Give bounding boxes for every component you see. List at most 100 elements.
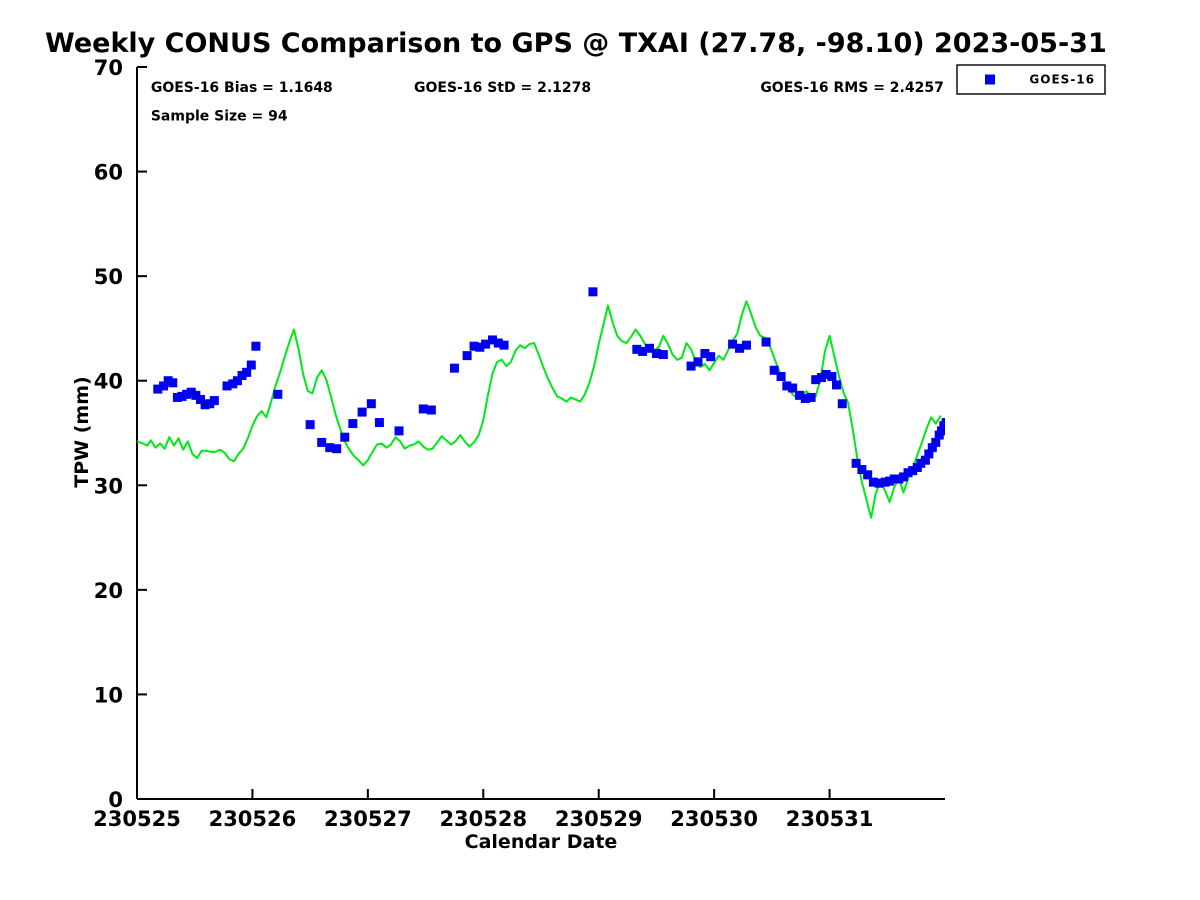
data-point-marker <box>159 381 169 391</box>
data-point-marker <box>273 389 283 399</box>
y-axis-title: TPW (mm) <box>71 376 93 487</box>
y-tick-label: 50 <box>94 265 123 289</box>
data-point-marker <box>168 378 178 388</box>
data-point-marker <box>177 391 187 401</box>
data-point-marker <box>880 477 890 487</box>
data-point-marker <box>863 470 873 480</box>
data-point-marker <box>816 373 826 383</box>
data-point-marker <box>885 476 895 486</box>
data-point-marker <box>191 390 201 400</box>
data-point-marker <box>806 392 816 402</box>
data-point-marker <box>700 349 710 359</box>
data-point-marker <box>894 474 904 484</box>
data-point-marker <box>924 449 934 459</box>
x-tick-label: 230526 <box>209 807 297 831</box>
data-point-marker <box>832 380 841 390</box>
y-tick-label: 40 <box>94 370 123 394</box>
data-point-marker <box>857 465 867 475</box>
data-point-marker <box>898 472 908 482</box>
data-point-marker <box>686 361 696 371</box>
data-point-marker <box>638 346 648 356</box>
data-point-marker <box>658 350 668 360</box>
data-point-marker <box>222 381 232 391</box>
data-point-marker <box>394 426 404 436</box>
data-point-marker <box>332 444 342 454</box>
data-point-marker <box>645 343 654 353</box>
data-point-marker <box>874 478 884 488</box>
data-point-marker <box>348 419 358 429</box>
data-point-marker <box>693 357 703 367</box>
x-tick-label: 230528 <box>439 807 527 831</box>
data-point-marker <box>374 418 384 428</box>
data-point-marker <box>426 405 436 415</box>
legend[interactable]: GOES-16 <box>956 64 1106 95</box>
legend-frame <box>956 64 1106 95</box>
data-point-marker <box>499 340 509 350</box>
data-point-marker <box>242 367 252 377</box>
data-point-marker <box>469 341 479 351</box>
data-point-marker <box>761 337 771 347</box>
legend-marker-goes-16 <box>985 74 995 85</box>
stat-annotation-sample-size: Sample Size = 94 <box>151 108 288 124</box>
data-point-marker <box>200 400 210 410</box>
x-tick-label: 230530 <box>670 807 758 831</box>
data-point-marker <box>246 360 256 370</box>
y-tick-label: 20 <box>94 579 123 603</box>
data-point-marker <box>851 458 861 468</box>
data-point-marker <box>228 379 238 389</box>
data-point-marker <box>493 338 503 348</box>
page-title: Weekly CONUS Comparison to GPS @ TXAI (2… <box>45 28 1107 59</box>
data-point-marker <box>195 395 205 405</box>
y-tick-label: 10 <box>94 683 123 707</box>
data-point-marker <box>632 344 642 354</box>
data-point-marker <box>449 363 459 373</box>
data-point-marker <box>769 365 779 375</box>
data-point-marker <box>205 399 215 409</box>
data-point-marker <box>916 458 926 468</box>
plot-area: 0 10 20 30 40 50 60 70 230525 230526 230527 230528 2… <box>93 56 945 831</box>
goes16-marker-series <box>153 287 945 488</box>
data-point-marker <box>357 407 367 417</box>
data-point-marker <box>488 335 498 345</box>
y-tick-label: 0 <box>108 788 123 812</box>
data-point-marker <box>317 437 327 447</box>
x-tick-label: 230531 <box>786 807 874 831</box>
data-point-marker <box>941 418 945 428</box>
data-point-marker <box>325 443 335 453</box>
gps-line-series <box>137 300 942 519</box>
data-point-marker <box>251 341 261 351</box>
data-point-marker <box>237 370 247 380</box>
data-point-marker <box>475 342 485 352</box>
data-point-marker <box>366 399 376 409</box>
data-point-marker <box>651 349 661 359</box>
data-point-marker <box>811 375 821 385</box>
data-point-marker <box>800 393 810 403</box>
data-point-marker <box>741 340 751 350</box>
data-point-marker <box>788 383 798 393</box>
data-point-marker <box>827 372 837 382</box>
data-point-marker <box>837 399 847 409</box>
stat-annotation-bias: GOES-16 Bias = 1.1648 <box>151 80 333 96</box>
data-point-marker <box>418 404 428 414</box>
data-point-marker <box>868 477 878 487</box>
stat-annotation-rms: GOES-16 RMS = 2.4257 <box>760 80 944 96</box>
data-point-marker <box>182 389 192 399</box>
data-point-marker <box>186 387 196 397</box>
data-point-marker <box>728 339 738 349</box>
data-point-marker <box>340 432 350 442</box>
data-point-marker <box>163 376 173 386</box>
data-point-marker <box>920 455 930 465</box>
y-tick-label: 30 <box>94 474 123 498</box>
data-point-marker <box>706 352 716 362</box>
data-point-marker <box>209 396 219 406</box>
x-tick-label: 230525 <box>93 807 181 831</box>
x-tick-label: 230527 <box>324 807 412 831</box>
data-point-marker <box>937 426 945 436</box>
data-point-marker <box>776 372 786 382</box>
data-point-marker <box>908 466 918 476</box>
data-point-marker <box>927 443 937 453</box>
data-point-marker <box>172 392 182 402</box>
data-point-marker <box>782 381 792 391</box>
